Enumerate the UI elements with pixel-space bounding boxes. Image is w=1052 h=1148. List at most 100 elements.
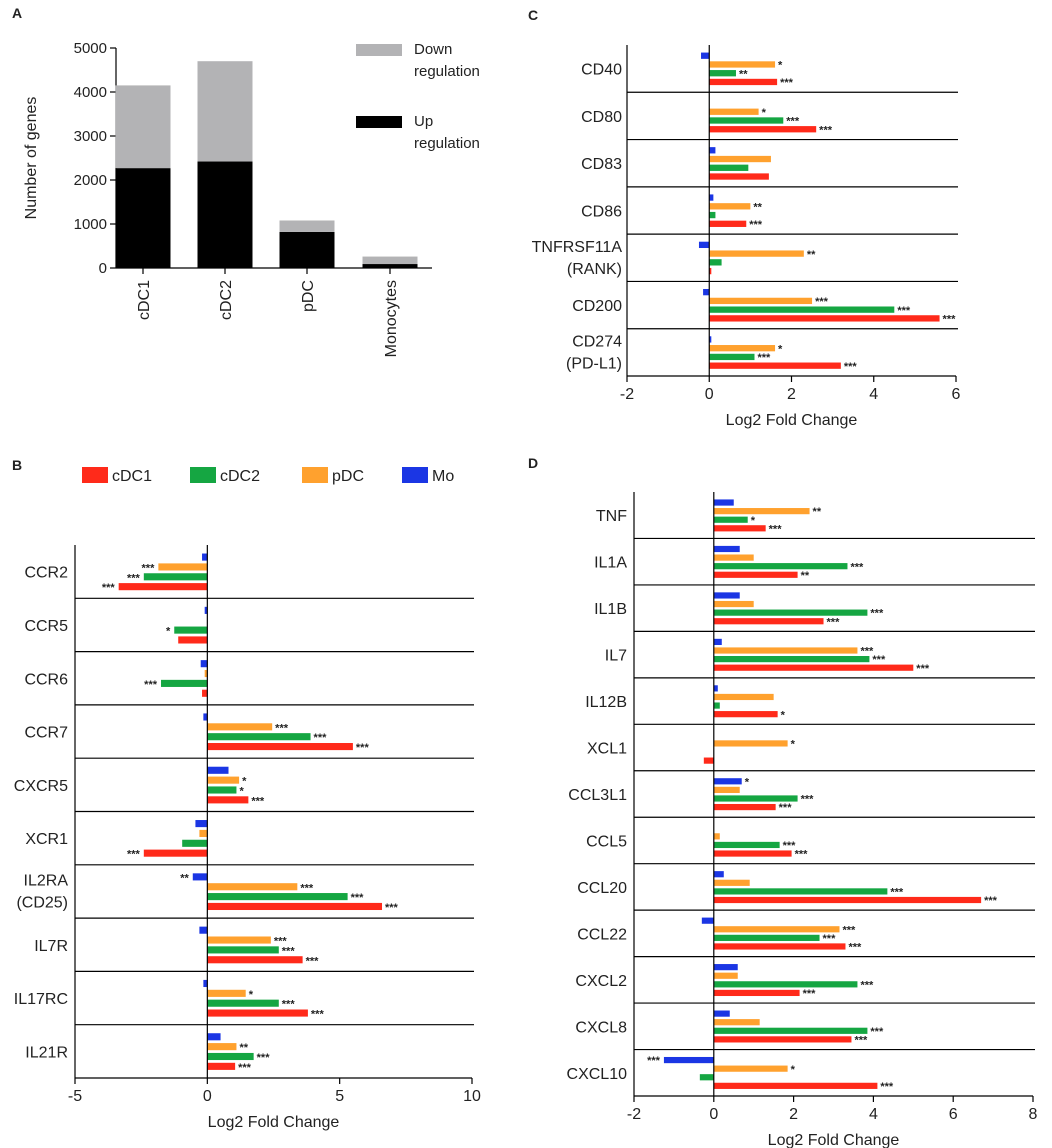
sig-label-c: * <box>778 343 783 355</box>
tick-label-b-x: 10 <box>463 1088 481 1105</box>
sig-label-b: *** <box>142 562 156 574</box>
bar-b-ccr2-cdc2 <box>143 573 208 581</box>
xlabel-d: Log2 Fold Change <box>768 1132 900 1148</box>
bar-d-tnf-mo <box>713 499 734 506</box>
bar-c-cd86-cdc1 <box>709 220 747 227</box>
sig-label-b: * <box>166 626 171 638</box>
bar-b-xcr1-cdc2 <box>182 839 208 847</box>
bar-d-il12b-cdc1 <box>713 711 778 718</box>
sig-label-d: ** <box>801 570 810 582</box>
bar-d-ccl3l1-cdc1 <box>713 803 776 811</box>
bar-c-cd80-cdc2 <box>709 117 784 124</box>
bar-b-ccr6-mo <box>200 660 208 668</box>
legend-a-swatch-down-regulation <box>356 44 402 56</box>
bar-b-il7r-cdc1 <box>207 956 303 964</box>
tick-label-a-y: 1000 <box>74 216 107 233</box>
gene-label-d: CXCL2 <box>575 973 627 990</box>
bar-c-cd83-cdc2 <box>709 164 749 171</box>
bar-a-down-regulation-monocytes <box>362 256 418 265</box>
bar-c-cd274-cdc2 <box>709 353 755 361</box>
bar-d-ccl20-pdc <box>713 879 750 886</box>
bar-d-il1b-mo <box>713 592 740 599</box>
tick-label-d-x: -2 <box>627 1106 641 1123</box>
bar-d-cxcl2-pdc <box>713 972 738 979</box>
sig-label-d: *** <box>870 1026 884 1038</box>
sig-label-d: *** <box>872 654 886 666</box>
bar-a-up-regulation-monocytes <box>362 264 418 268</box>
bar-c-tnfrsf11a-cdc1 <box>709 267 712 275</box>
xlabel-c: Log2 Fold Change <box>726 412 858 429</box>
sig-label-d: * <box>791 1064 796 1076</box>
sig-label-b: *** <box>356 742 370 754</box>
bar-c-tnfrsf11a-cdc2 <box>709 259 722 266</box>
tick-label-d-x: 8 <box>1029 1106 1038 1123</box>
sig-label-d: * <box>745 776 750 788</box>
sig-label-d: *** <box>823 933 837 945</box>
sig-label-d: *** <box>801 794 815 806</box>
bar-d-cxcl10-mo <box>663 1056 714 1064</box>
bar-d-il1a-pdc <box>713 554 754 561</box>
bar-c-cd86-mo <box>709 194 714 201</box>
sig-label-d: * <box>751 515 756 527</box>
bar-b-ccr5-cdc1 <box>178 636 208 644</box>
gene-label-d: IL1A <box>594 555 627 572</box>
sig-label-d: *** <box>647 1055 661 1067</box>
gene-label-c: TNFRSF11A <box>532 239 623 256</box>
tick-label-a-x: cDC2 <box>218 280 235 320</box>
bar-b-ccr7-pdc <box>207 723 273 731</box>
tick-label-c-x: 6 <box>952 386 961 403</box>
bar-c-tnfrsf11a-pdc <box>709 250 804 257</box>
gene-label-b: CCR5 <box>24 618 68 635</box>
bar-b-il2ra-mo <box>192 873 208 881</box>
sig-label-d: *** <box>795 849 809 861</box>
bar-c-cd200-mo <box>703 288 710 296</box>
gene-label-c: CD86 <box>581 204 622 221</box>
bar-c-cd40-pdc <box>709 61 776 68</box>
sig-label-c: ** <box>739 68 748 80</box>
bar-d-cxcl2-mo <box>713 964 738 971</box>
bar-d-il7-pdc <box>713 647 858 654</box>
bar-d-ccl20-cdc1 <box>713 896 982 904</box>
gene-label-d: CXCL8 <box>575 1019 627 1036</box>
gene-label-c: CD80 <box>581 109 622 126</box>
sig-label-d: *** <box>842 924 856 936</box>
bar-c-cd80-pdc <box>709 108 759 115</box>
bar-d-cxcl8-pdc <box>713 1019 760 1026</box>
sig-label-d: *** <box>827 616 841 628</box>
sig-label-c: *** <box>897 305 911 317</box>
legend-label-pdc: pDC <box>332 468 364 485</box>
bar-c-cd86-pdc <box>709 203 751 210</box>
sig-label-b: *** <box>385 902 399 914</box>
gene-label-d: TNF <box>596 508 627 525</box>
sig-label-d: *** <box>984 895 998 907</box>
bar-d-il1a-cdc2 <box>713 563 848 570</box>
bar-b-ccr6-cdc1 <box>202 689 208 697</box>
bar-b-il21r-pdc <box>207 1043 237 1051</box>
sig-label-b: ** <box>239 1042 248 1054</box>
bar-d-ccl22-pdc <box>713 926 840 933</box>
bar-b-il17rc-pdc <box>207 989 246 997</box>
bar-a-down-regulation-cdc1 <box>115 85 171 169</box>
sig-label-c: * <box>762 107 767 119</box>
legend-label-cdc2: cDC2 <box>220 468 260 485</box>
tick-label-a-y: 0 <box>99 260 107 277</box>
bar-d-il1a-mo <box>713 545 740 553</box>
bar-b-ccr7-cdc2 <box>207 733 311 741</box>
bar-b-il7r-pdc <box>207 936 271 944</box>
sig-label-c: * <box>778 60 783 72</box>
bar-b-il2ra-cdc2 <box>207 893 348 901</box>
bar-d-ccl22-cdc2 <box>713 934 820 941</box>
bar-b-xcr1-pdc <box>199 829 208 837</box>
bar-d-xcl1-cdc1 <box>703 757 714 764</box>
bar-d-cxcl8-cdc2 <box>713 1027 868 1034</box>
bar-d-cxcl10-cdc1 <box>713 1082 878 1089</box>
tick-label-a-y: 3000 <box>74 128 107 145</box>
sig-label-c: *** <box>815 296 829 308</box>
gene-label-b: CCR2 <box>24 565 68 582</box>
bar-d-ccl22-mo <box>701 917 714 924</box>
bar-b-il17rc-cdc2 <box>207 999 279 1007</box>
legend-swatch-cdc1 <box>82 467 108 483</box>
sig-label-d: ** <box>813 506 822 518</box>
bar-b-cxcr5-cdc1 <box>207 796 249 804</box>
